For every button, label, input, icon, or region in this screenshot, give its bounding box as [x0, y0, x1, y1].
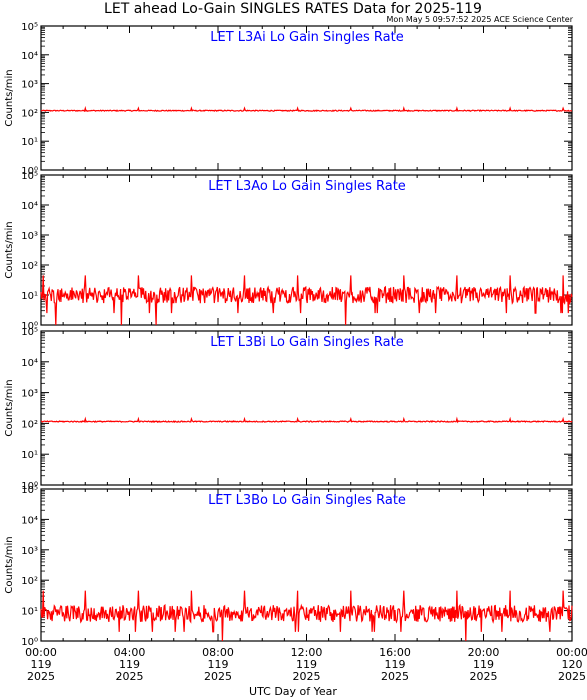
- y-tick-label: 10²: [21, 419, 38, 430]
- x-tick-label: 119: [296, 658, 317, 671]
- x-axis: 00:00119202504:00119202508:00119202512:0…: [25, 646, 587, 683]
- x-tick-label: 2025: [470, 670, 498, 683]
- series-line: [40, 105, 573, 113]
- x-tick-label: 00:00: [25, 646, 57, 659]
- x-tick-label: 119: [385, 658, 406, 671]
- y-axis-label: Counts/min: [4, 69, 15, 126]
- panel-title: LET L3Bo Lo Gain Singles Rate: [208, 493, 406, 508]
- panel-title: LET L3Ai Lo Gain Singles Rate: [210, 30, 403, 45]
- x-tick-label: 04:00: [114, 646, 146, 659]
- y-tick-label: 10⁰: [21, 481, 38, 492]
- panels: 10⁰ 10¹ 10² 10³ 10⁴ 10⁵ Counts/min LET L3Ai Lo …: [4, 22, 573, 648]
- y-axis-label: Counts/min: [4, 379, 15, 436]
- y-tick-label: 10³: [21, 546, 38, 557]
- y-tick-label: 10⁴: [21, 358, 38, 369]
- x-tick-label: 2025: [381, 670, 409, 683]
- x-tick-label: 00:00: [556, 646, 587, 659]
- y-axis-label: Counts/min: [4, 536, 15, 593]
- y-tick-label: 10⁵: [21, 485, 38, 496]
- y-tick-label: 10⁵: [21, 22, 38, 33]
- y-tick-label: 10⁰: [21, 166, 38, 177]
- y-tick-label: 10¹: [21, 291, 38, 302]
- y-tick-label: 10⁵: [21, 171, 38, 182]
- y-tick-label: 10¹: [21, 137, 38, 148]
- y-tick-label: 10¹: [21, 450, 38, 461]
- x-tick-label: 2025: [293, 670, 321, 683]
- panel-4: 10⁰ 10¹ 10² 10³ 10⁴ 10⁵ Counts/min LET L3Bo Lo …: [4, 485, 573, 648]
- x-tick-label: 119: [31, 658, 52, 671]
- panel-title: LET L3Ao Lo Gain Singles Rate: [208, 179, 406, 194]
- x-tick-label: 16:00: [379, 646, 411, 659]
- panel-1: 10⁰ 10¹ 10² 10³ 10⁴ 10⁵ Counts/min LET L3Ai Lo …: [4, 22, 573, 177]
- x-tick-label: 119: [119, 658, 140, 671]
- chart-title: LET ahead Lo-Gain SINGLES RATES Data for…: [104, 1, 482, 17]
- x-tick-label: 2025: [558, 670, 586, 683]
- series-line: [40, 590, 573, 642]
- y-tick-label: 10⁰: [21, 321, 38, 332]
- y-tick-label: 10²: [21, 576, 38, 587]
- x-axis-label: UTC Day of Year: [249, 685, 337, 698]
- y-tick-label: 10²: [21, 108, 38, 119]
- series-line: [40, 416, 573, 424]
- y-tick-label: 10⁰: [21, 637, 38, 648]
- y-tick-label: 10³: [21, 80, 38, 91]
- x-tick-label: 2025: [27, 670, 55, 683]
- x-tick-label: 119: [473, 658, 494, 671]
- y-tick-label: 10³: [21, 231, 38, 242]
- y-tick-label: 10³: [21, 389, 38, 400]
- panel-frame: [40, 25, 573, 171]
- x-tick-label: 120: [562, 658, 583, 671]
- x-tick-label: 20:00: [468, 646, 500, 659]
- x-tick-label: 08:00: [202, 646, 234, 659]
- y-tick-label: 10⁵: [21, 327, 38, 338]
- x-tick-label: 12:00: [291, 646, 323, 659]
- panel-3: 10⁰ 10¹ 10² 10³ 10⁴ 10⁵ Counts/min LET L3Bi Lo …: [4, 327, 573, 492]
- x-tick-label: 2025: [116, 670, 144, 683]
- x-tick-label: 2025: [204, 670, 232, 683]
- y-axis-label: Counts/min: [4, 221, 15, 278]
- panel-title: LET L3Bi Lo Gain Singles Rate: [210, 335, 404, 350]
- series-line: [40, 275, 573, 326]
- y-tick-label: 10⁴: [21, 51, 38, 62]
- panel-frame: [40, 330, 573, 486]
- y-tick-label: 10¹: [21, 607, 38, 618]
- y-tick-label: 10⁴: [21, 201, 38, 212]
- chart-timestamp: Mon May 5 09:57:52 2025 ACE Science Cent…: [387, 15, 574, 24]
- x-tick-label: 119: [208, 658, 229, 671]
- panel-2: 10⁰ 10¹ 10² 10³ 10⁴ 10⁵ Counts/min LET L3Ao Lo …: [4, 171, 573, 332]
- y-tick-label: 10²: [21, 261, 38, 272]
- y-tick-label: 10⁴: [21, 515, 38, 526]
